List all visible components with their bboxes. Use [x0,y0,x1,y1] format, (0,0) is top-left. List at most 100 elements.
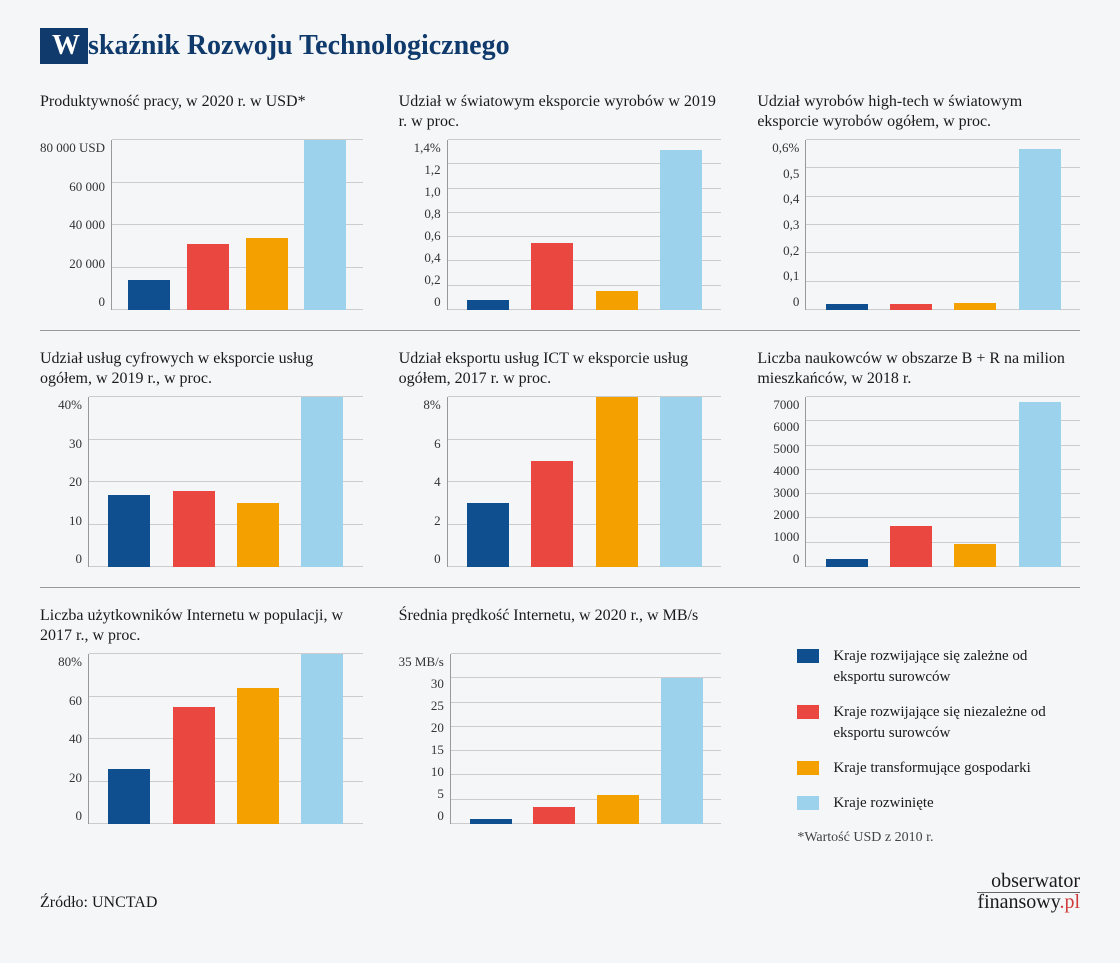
source-label: Źródło: UNCTAD [40,894,157,912]
footer: Źródło: UNCTAD obserwator finansowy.pl [40,872,1080,912]
plot [447,140,722,310]
bar-c3 [596,291,638,310]
y-tick-label: 8% [399,397,441,413]
chart-area: 0 20 000 40 000 60 000 80 000 USD [40,140,363,310]
y-tick-label: 0,2 [399,272,441,288]
bar-c1 [826,559,868,568]
y-tick-label: 80 000 USD [40,140,105,156]
bar-c1 [826,304,868,310]
bar-c4 [301,397,343,567]
bars-container [806,140,1080,310]
chart-title: Liczba naukowców w obszarze B + R na mil… [757,349,1080,391]
bar-c2 [173,491,215,568]
y-tick-label: 5 [399,786,444,802]
y-tick-label: 0,4 [399,250,441,266]
y-tick-label: 15 [399,742,444,758]
bar-c3 [596,397,638,567]
plot [88,397,363,567]
bar-c4 [1019,149,1061,311]
chart-6: Liczba użytkowników Internetu w populacj… [40,606,363,848]
y-tick-label: 40 [40,731,82,747]
y-tick-label: 2 [399,513,441,529]
y-tick-label: 0,4 [757,191,799,207]
y-tick-label: 0,8 [399,206,441,222]
chart-4: Udział eksportu usług ICT w eksporcie us… [399,349,722,567]
chart-0: Produktywność pracy, w 2020 r. w USD* 0 20… [40,92,363,310]
bar-c2 [173,707,215,824]
brand-bottom: finansowy.pl [977,893,1080,912]
page-title-bar: W skaźnik Rozwoju Technologicznego [40,28,1080,64]
y-tick-label: 30 [40,436,82,452]
y-axis: 010203040% [40,397,88,567]
y-tick-label: 35 MB/s [399,654,444,670]
y-tick-label: 30 [399,676,444,692]
y-tick-label: 80% [40,654,82,670]
y-tick-label: 0 [40,808,82,824]
y-tick-label: 1000 [757,529,799,545]
chart-title: Średnia prędkość Internetu, w 2020 r., w… [399,606,722,648]
plot [447,397,722,567]
y-tick-label: 6000 [757,419,799,435]
y-tick-label: 5000 [757,441,799,457]
legend-item: Kraje transformujące gospodarki [797,758,1080,779]
brand-fin: finansowy [977,891,1059,913]
y-tick-label: 0,1 [757,268,799,284]
y-axis: 0 20 000 40 000 60 000 80 000 USD [40,140,111,310]
chart-area: 010203040% [40,397,363,567]
y-tick-label: 0 [757,294,799,310]
bar-c3 [246,238,288,310]
bars-container [448,397,722,567]
y-tick-label: 0,5 [757,166,799,182]
y-axis: 00,20,40,60,81,01,21,4% [399,140,447,310]
title-first-letter: W [40,28,88,64]
y-tick-label: 4000 [757,463,799,479]
y-tick-label: 0 [40,294,105,310]
plot [450,654,722,824]
bar-c4 [660,150,702,310]
bar-c4 [661,678,703,824]
bar-c1 [467,300,509,310]
chart-2: Udział wyrobów high-tech w światowym eks… [757,92,1080,310]
y-tick-label: 0,2 [757,243,799,259]
chart-area: 00,10,20,30,40,50,6% [757,140,1080,310]
y-tick-label: 40 000 [40,217,105,233]
legend-label: Kraje transformujące gospodarki [833,758,1030,779]
y-axis: 02468% [399,397,447,567]
bars-container [89,654,363,824]
legend-swatch [797,705,819,719]
bar-c2 [187,244,229,310]
chart-area: 00,20,40,60,81,01,21,4% [399,140,722,310]
bar-c2 [890,304,932,310]
y-tick-label: 4 [399,474,441,490]
legend-swatch [797,761,819,775]
y-tick-label: 20 000 [40,256,105,272]
bar-c1 [108,769,150,824]
y-tick-label: 0,6 [399,228,441,244]
chart-area: 020406080% [40,654,363,824]
chart-title: Produktywność pracy, w 2020 r. w USD* [40,92,363,134]
legend-item: Kraje rozwijające się niezależne od eksp… [797,702,1080,744]
legend-swatch [797,649,819,663]
title-rest: skaźnik Rozwoju Technologicznego [86,30,510,62]
bar-c1 [467,503,509,567]
charts-grid: Produktywność pracy, w 2020 r. w USD*020… [40,92,1080,848]
legend-label: Kraje rozwinięte [833,793,933,814]
y-tick-label: 7000 [757,397,799,413]
legend: Kraje rozwijające się zależne od eksport… [757,606,1080,848]
plot [88,654,363,824]
y-tick-label: 0 [40,551,82,567]
bar-c3 [237,503,279,567]
chart-title: Udział usług cyfrowych w eksporcie usług… [40,349,363,391]
y-axis: 01000200030004000500060007000 [757,397,805,567]
y-tick-label: 0 [757,551,799,567]
y-tick-label: 0,6% [757,140,799,156]
plot [805,140,1080,310]
y-axis: 00,10,20,30,40,50,6% [757,140,805,310]
bar-c2 [890,526,932,567]
legend-note: *Wartość USD z 2010 r. [797,828,1080,848]
chart-title: Udział eksportu usług ICT w eksporcie us… [399,349,722,391]
brand-top: obserwator [977,872,1080,893]
bar-c2 [533,807,575,824]
y-tick-label: 1,2 [399,162,441,178]
y-tick-label: 60 000 [40,179,105,195]
